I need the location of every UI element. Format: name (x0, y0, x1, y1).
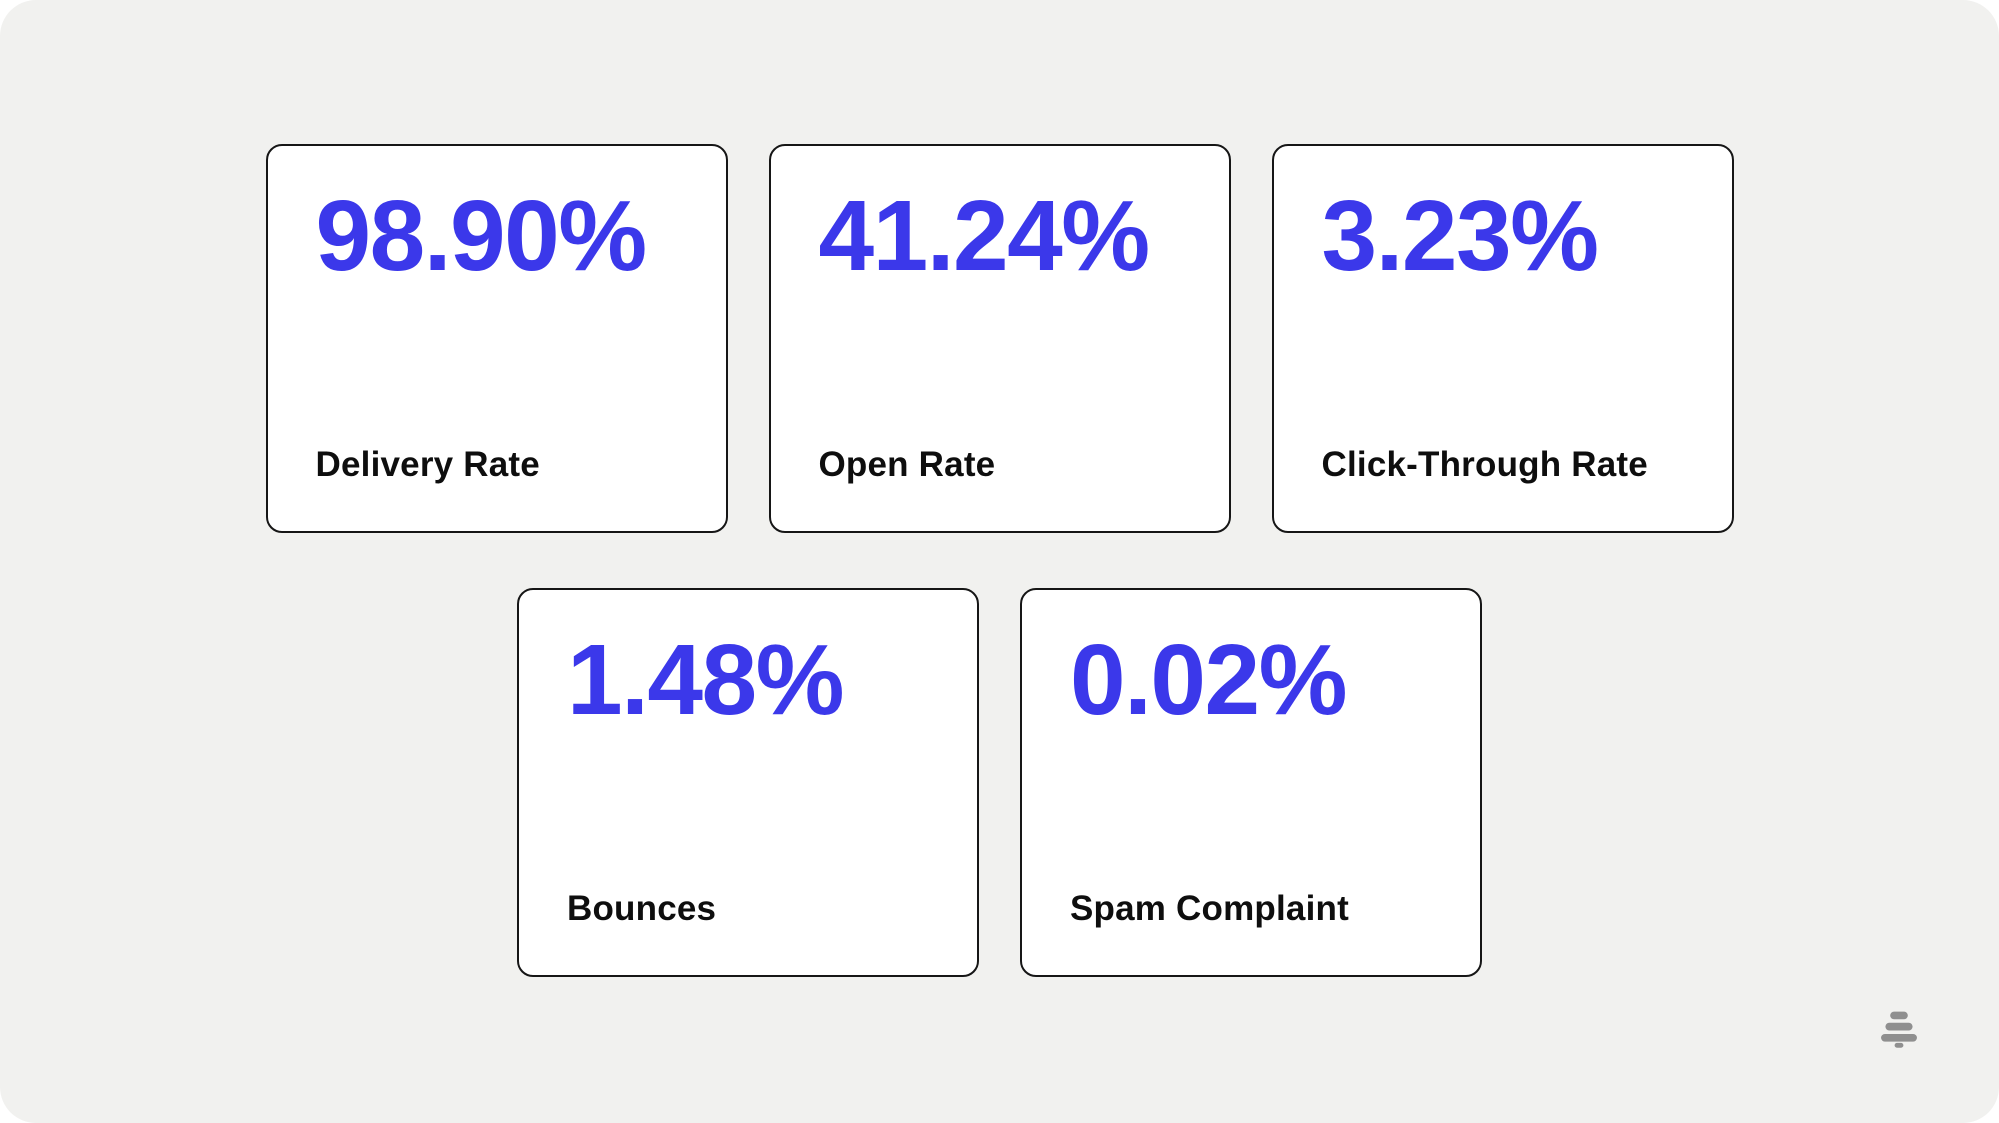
kpi-label: Spam Complaint (1070, 889, 1349, 928)
kpi-row-bottom: 1.48% Bounces 0.02% Spam Complaint (517, 588, 1482, 977)
kpi-card-bounces: 1.48% Bounces (517, 588, 979, 977)
kpi-value: 3.23% (1321, 180, 1600, 292)
kpi-card-spam-complaint: 0.02% Spam Complaint (1020, 588, 1482, 977)
kpi-card-open-rate: 41.24% Open Rate (768, 144, 1231, 533)
kpi-label: Click-Through Rate (1321, 445, 1648, 484)
kpi-card-click-through-rate: 3.23% Click-Through Rate (1271, 144, 1734, 533)
kpi-value: 41.24% (818, 180, 1151, 292)
kpi-row-top: 98.90% Delivery Rate 41.24% Open Rate 3.… (265, 144, 1734, 533)
kpi-value: 1.48% (567, 624, 845, 736)
kpi-card-grid: 98.90% Delivery Rate 41.24% Open Rate 3.… (265, 144, 1734, 977)
kpi-value: 98.90% (315, 180, 648, 292)
kpi-label: Open Rate (818, 445, 996, 484)
kpi-label: Bounces (567, 889, 717, 928)
beehive-logo-icon (1877, 1007, 1921, 1051)
kpi-label: Delivery Rate (315, 445, 540, 484)
kpi-value: 0.02% (1070, 624, 1348, 736)
kpi-card-delivery-rate: 98.90% Delivery Rate (265, 144, 728, 533)
